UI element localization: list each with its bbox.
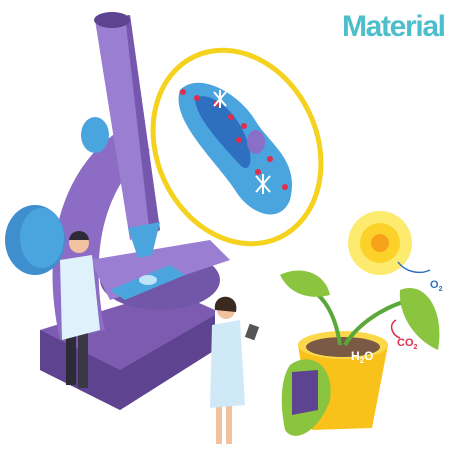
title: Material [342, 10, 446, 43]
illustration: Material [0, 0, 450, 454]
scientist-woman [210, 297, 259, 444]
co2-label: CO2 [397, 337, 418, 351]
arrow [392, 320, 400, 338]
sun [348, 211, 412, 275]
h2o-base: H [351, 349, 360, 363]
o2-label: O2 [430, 279, 443, 293]
page: Material [0, 0, 450, 454]
co2-base: CO [397, 337, 414, 349]
plant [280, 271, 439, 436]
o2-sub: 2 [439, 286, 443, 293]
co2-sub: 2 [414, 344, 418, 351]
h2o-tail: O [364, 349, 373, 363]
